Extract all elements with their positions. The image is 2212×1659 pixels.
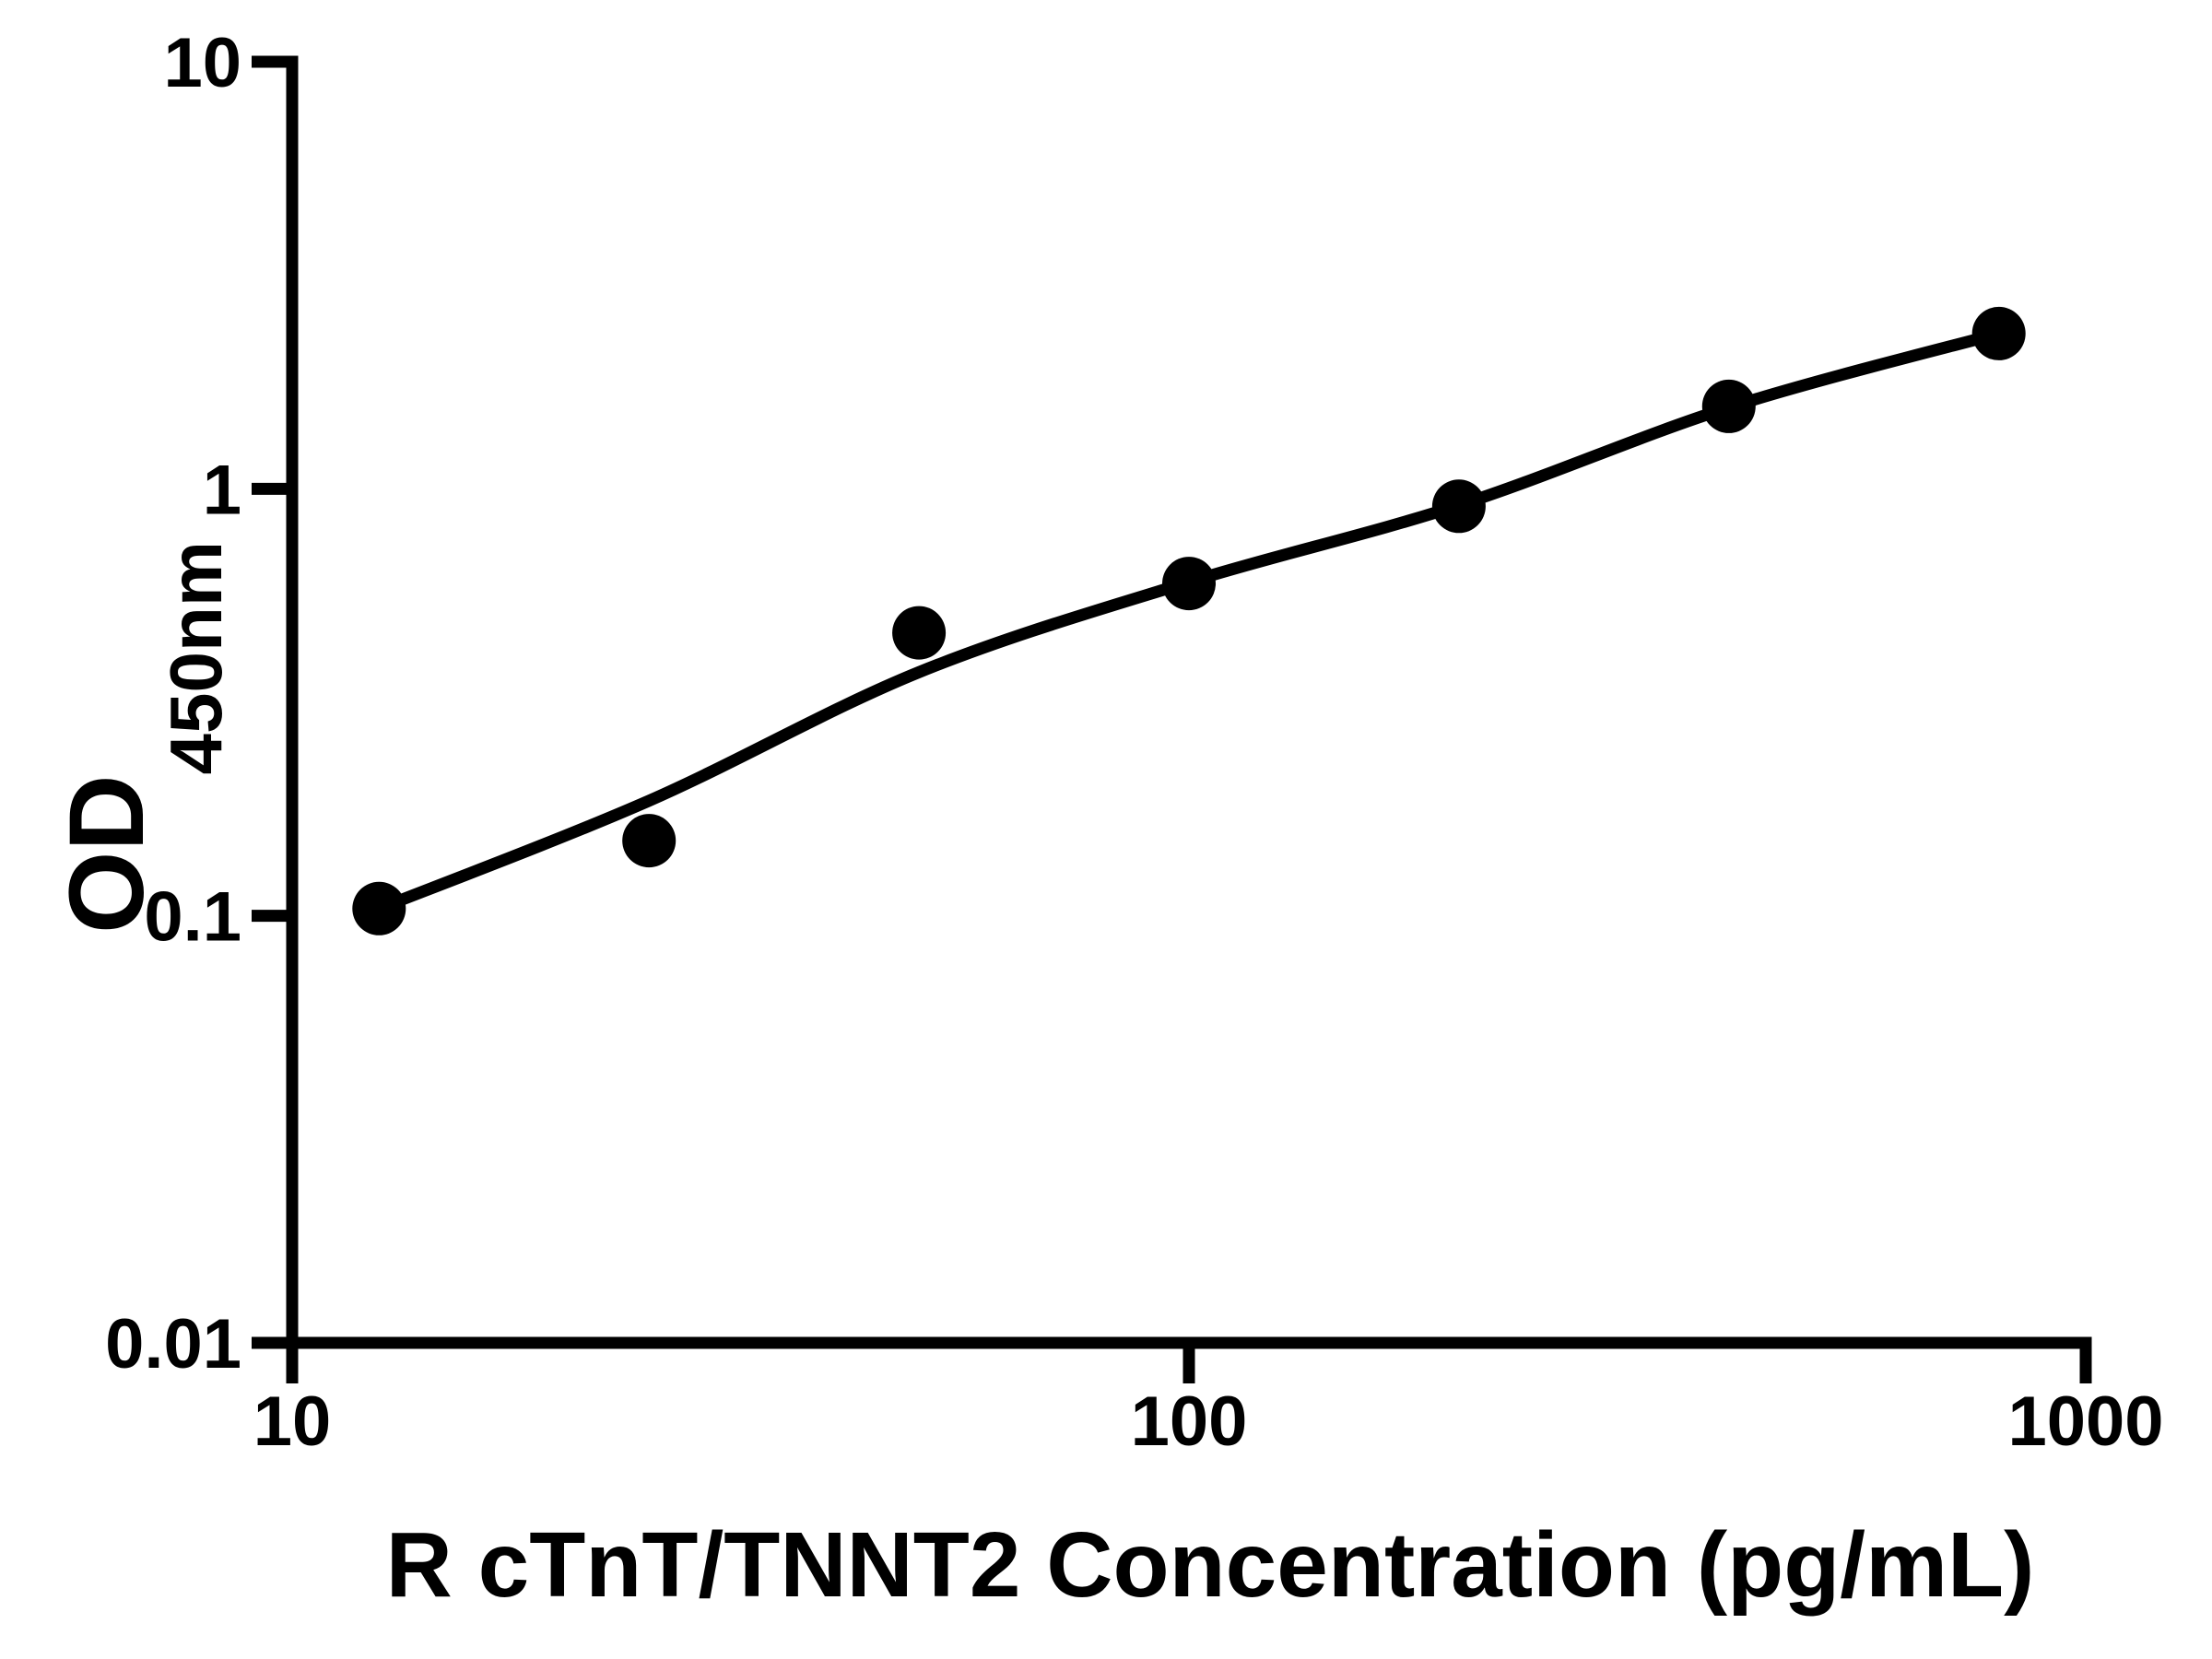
data-point-12.5: [352, 881, 406, 935]
data-point-200: [1431, 479, 1486, 534]
y-axis-label-main: OD: [48, 774, 166, 934]
x-axis: 10 100 1000: [253, 1336, 2164, 1461]
y-axis-label: OD450nm: [48, 541, 237, 934]
data-point-400: [1701, 379, 1756, 433]
data-point-800: [1971, 306, 2026, 360]
data-points: [352, 306, 2026, 935]
y-axis: 10 1 0.1 0.01: [105, 24, 299, 1383]
y-tick-label-1: 1: [203, 451, 241, 529]
y-tick-label-10: 10: [163, 24, 241, 102]
data-point-100: [1162, 557, 1216, 611]
y-tick-label-0.01: 0.01: [105, 1305, 241, 1383]
x-tick-label-100: 100: [1131, 1382, 1248, 1461]
y-axis-label-subscript: 450nm: [155, 541, 237, 774]
x-tick-label-1000: 1000: [2007, 1382, 2163, 1461]
x-axis-label: R cTnT/TNNT2 Concentration (pg/mL): [386, 1513, 2035, 1617]
data-point-50: [892, 606, 947, 660]
data-point-25: [622, 814, 677, 868]
x-tick-label-10: 10: [253, 1382, 332, 1461]
y-tick-label-0.1: 0.1: [144, 878, 241, 957]
